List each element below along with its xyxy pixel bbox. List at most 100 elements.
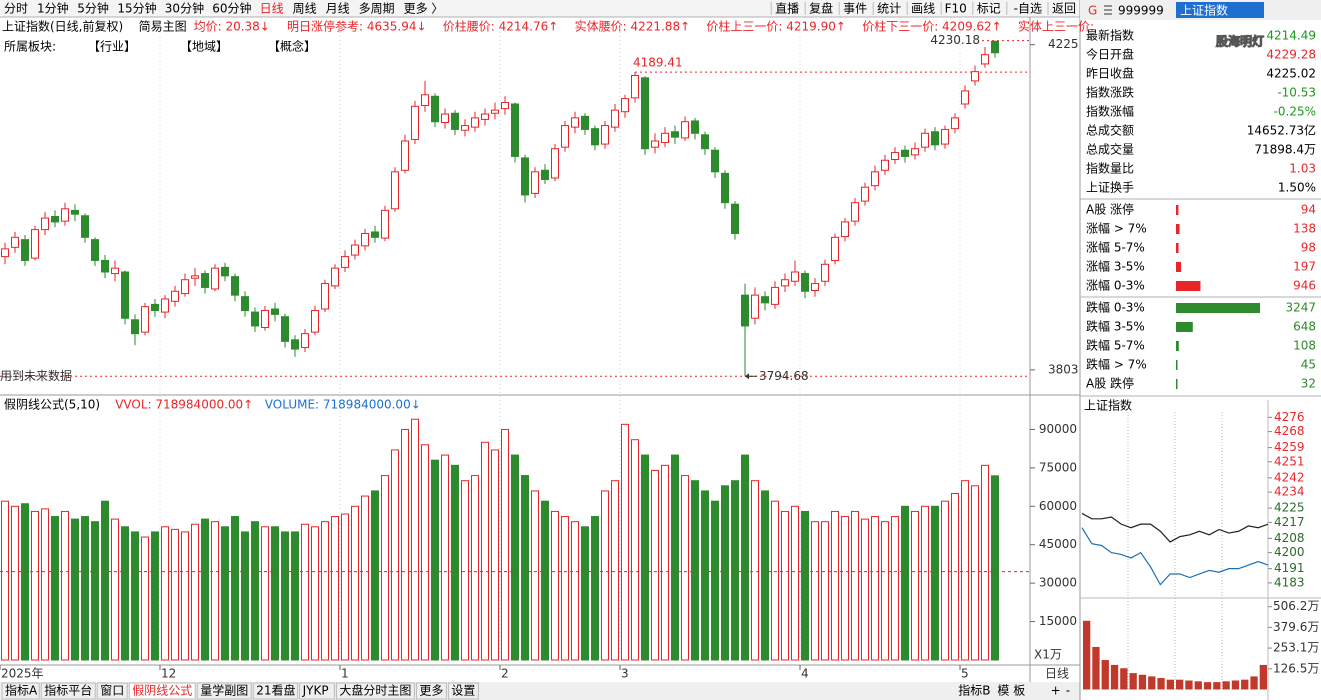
candle-body [981, 54, 989, 65]
tab-box[interactable] [335, 682, 415, 700]
sector-item[interactable]: 【行业】 [88, 40, 136, 54]
sector-item[interactable]: 【地域】 [180, 40, 228, 54]
volume-header: VVOL: 718984000.00↑ [115, 398, 253, 412]
tool-button[interactable]: 返回 [1052, 2, 1076, 16]
tab-box[interactable] [196, 682, 252, 700]
period-tab[interactable]: 月线 [326, 2, 350, 16]
mini-tick-label: 4217 [1274, 515, 1305, 529]
tab-label[interactable]: 设置 [451, 684, 475, 698]
candle-body [911, 148, 919, 156]
breadth-bar [1176, 281, 1201, 291]
period-tab[interactable]: 多周期 [359, 2, 395, 16]
breadth-value: 138 [1293, 222, 1316, 236]
tab-label[interactable]: - [1066, 684, 1070, 698]
candle-body [841, 221, 849, 238]
y-tick-label: 45000 [1039, 537, 1077, 551]
quote-label: 上证换手 [1086, 181, 1134, 195]
candle-body [291, 339, 299, 350]
tab-label[interactable]: 指标B [958, 683, 990, 698]
volume-bar [751, 480, 759, 661]
volume-bar [491, 449, 499, 661]
period-tab[interactable]: 1分钟 [37, 1, 69, 16]
tab-box[interactable] [40, 682, 96, 700]
mini-title: 上证指数 [1084, 398, 1132, 413]
volume-bar [981, 464, 989, 661]
tab-label[interactable]: 大盘分时主图 [339, 683, 411, 698]
volume-bar [531, 490, 539, 661]
tool-button[interactable]: 画线 [911, 2, 935, 16]
tab-label[interactable]: 指标A [5, 683, 38, 698]
tab-label[interactable]: 更多 [419, 684, 443, 698]
candle-body [411, 105, 419, 140]
tab-box[interactable] [252, 682, 299, 700]
candle-body [421, 94, 429, 107]
breadth-bar [1176, 205, 1179, 215]
mini-volume-bar [1166, 679, 1174, 690]
period-tab[interactable]: 30分钟 [165, 1, 204, 16]
tab-label[interactable]: 量学副图 [200, 683, 248, 698]
tab-box[interactable] [96, 682, 128, 700]
volume-bar [911, 510, 919, 661]
tab-label[interactable]: 窗口 [100, 684, 124, 698]
period-tab[interactable]: 更多 〉 [404, 2, 444, 16]
mini-volume-bar [1259, 664, 1267, 690]
tab-box[interactable] [128, 682, 196, 700]
quote-value: 1.50% [1278, 181, 1316, 195]
breadth-bar [1176, 262, 1182, 272]
tab-label[interactable]: 指标平台 [44, 683, 92, 698]
tab-label[interactable]: + [1051, 684, 1061, 698]
toolbar-bg [0, 0, 1080, 17]
period-tab[interactable]: 分时 [4, 2, 28, 16]
tab-box[interactable] [1, 682, 40, 700]
tab-label[interactable]: 模 板 [997, 684, 1025, 698]
x-tick-label: 3 [621, 667, 629, 681]
candle-body [971, 71, 979, 82]
volume-bar [961, 480, 969, 661]
mini-line [1081, 512, 1269, 543]
period-tab[interactable]: 15分钟 [117, 1, 156, 16]
volume-bar [31, 510, 39, 661]
tool-button[interactable]: 直播 [775, 2, 799, 16]
tool-button[interactable]: -自选 [1014, 2, 1042, 16]
tool-button[interactable]: 复盘 [809, 1, 833, 16]
candle-body [551, 148, 559, 179]
period-tab[interactable]: 日线 [260, 2, 284, 16]
sector-item[interactable]: 【概念】 [268, 39, 316, 54]
quote-value: 1.03 [1289, 162, 1316, 176]
volume-bar [241, 531, 249, 661]
volume-bar [321, 521, 329, 661]
tab-label[interactable]: JYKP [302, 684, 329, 698]
tool-button[interactable]: 标记 [977, 2, 1001, 16]
candle-body [1, 248, 9, 258]
info-item: 均价: 20.38↓ [194, 20, 270, 34]
tool-button[interactable]: 事件 [843, 2, 867, 16]
volume-bar [581, 526, 589, 661]
candle-body [491, 109, 499, 114]
tab-box[interactable] [299, 682, 335, 700]
candle-body [871, 171, 879, 187]
volume-bar [101, 500, 109, 661]
candle-body [271, 308, 279, 315]
volume-header: 假阴线公式(5,10) [4, 398, 100, 412]
period-tab[interactable]: 60分钟 [212, 1, 251, 16]
volume-bar [141, 536, 149, 661]
volume-bar [691, 480, 699, 661]
breadth-value: 3247 [1285, 301, 1316, 315]
future-note: 用到未来数据 [0, 368, 72, 383]
tab-box[interactable] [415, 682, 447, 700]
candle-body [701, 134, 709, 150]
volume-bar [931, 505, 939, 661]
volume-bar [971, 485, 979, 661]
candle-body [621, 98, 629, 113]
volume-unit: X1万 [1034, 648, 1062, 662]
tool-button[interactable]: 统计 [877, 2, 901, 16]
period-tab[interactable]: 5分钟 [77, 1, 109, 16]
tab-label[interactable]: 21看盘 [256, 683, 295, 698]
tool-button[interactable]: F10 [945, 2, 967, 16]
tab-label[interactable]: 假阴线公式 [132, 684, 192, 698]
tab-box[interactable] [447, 682, 479, 700]
candle-body [901, 149, 909, 157]
period-tab[interactable]: 周线 [293, 2, 317, 16]
candle-body [101, 259, 109, 273]
